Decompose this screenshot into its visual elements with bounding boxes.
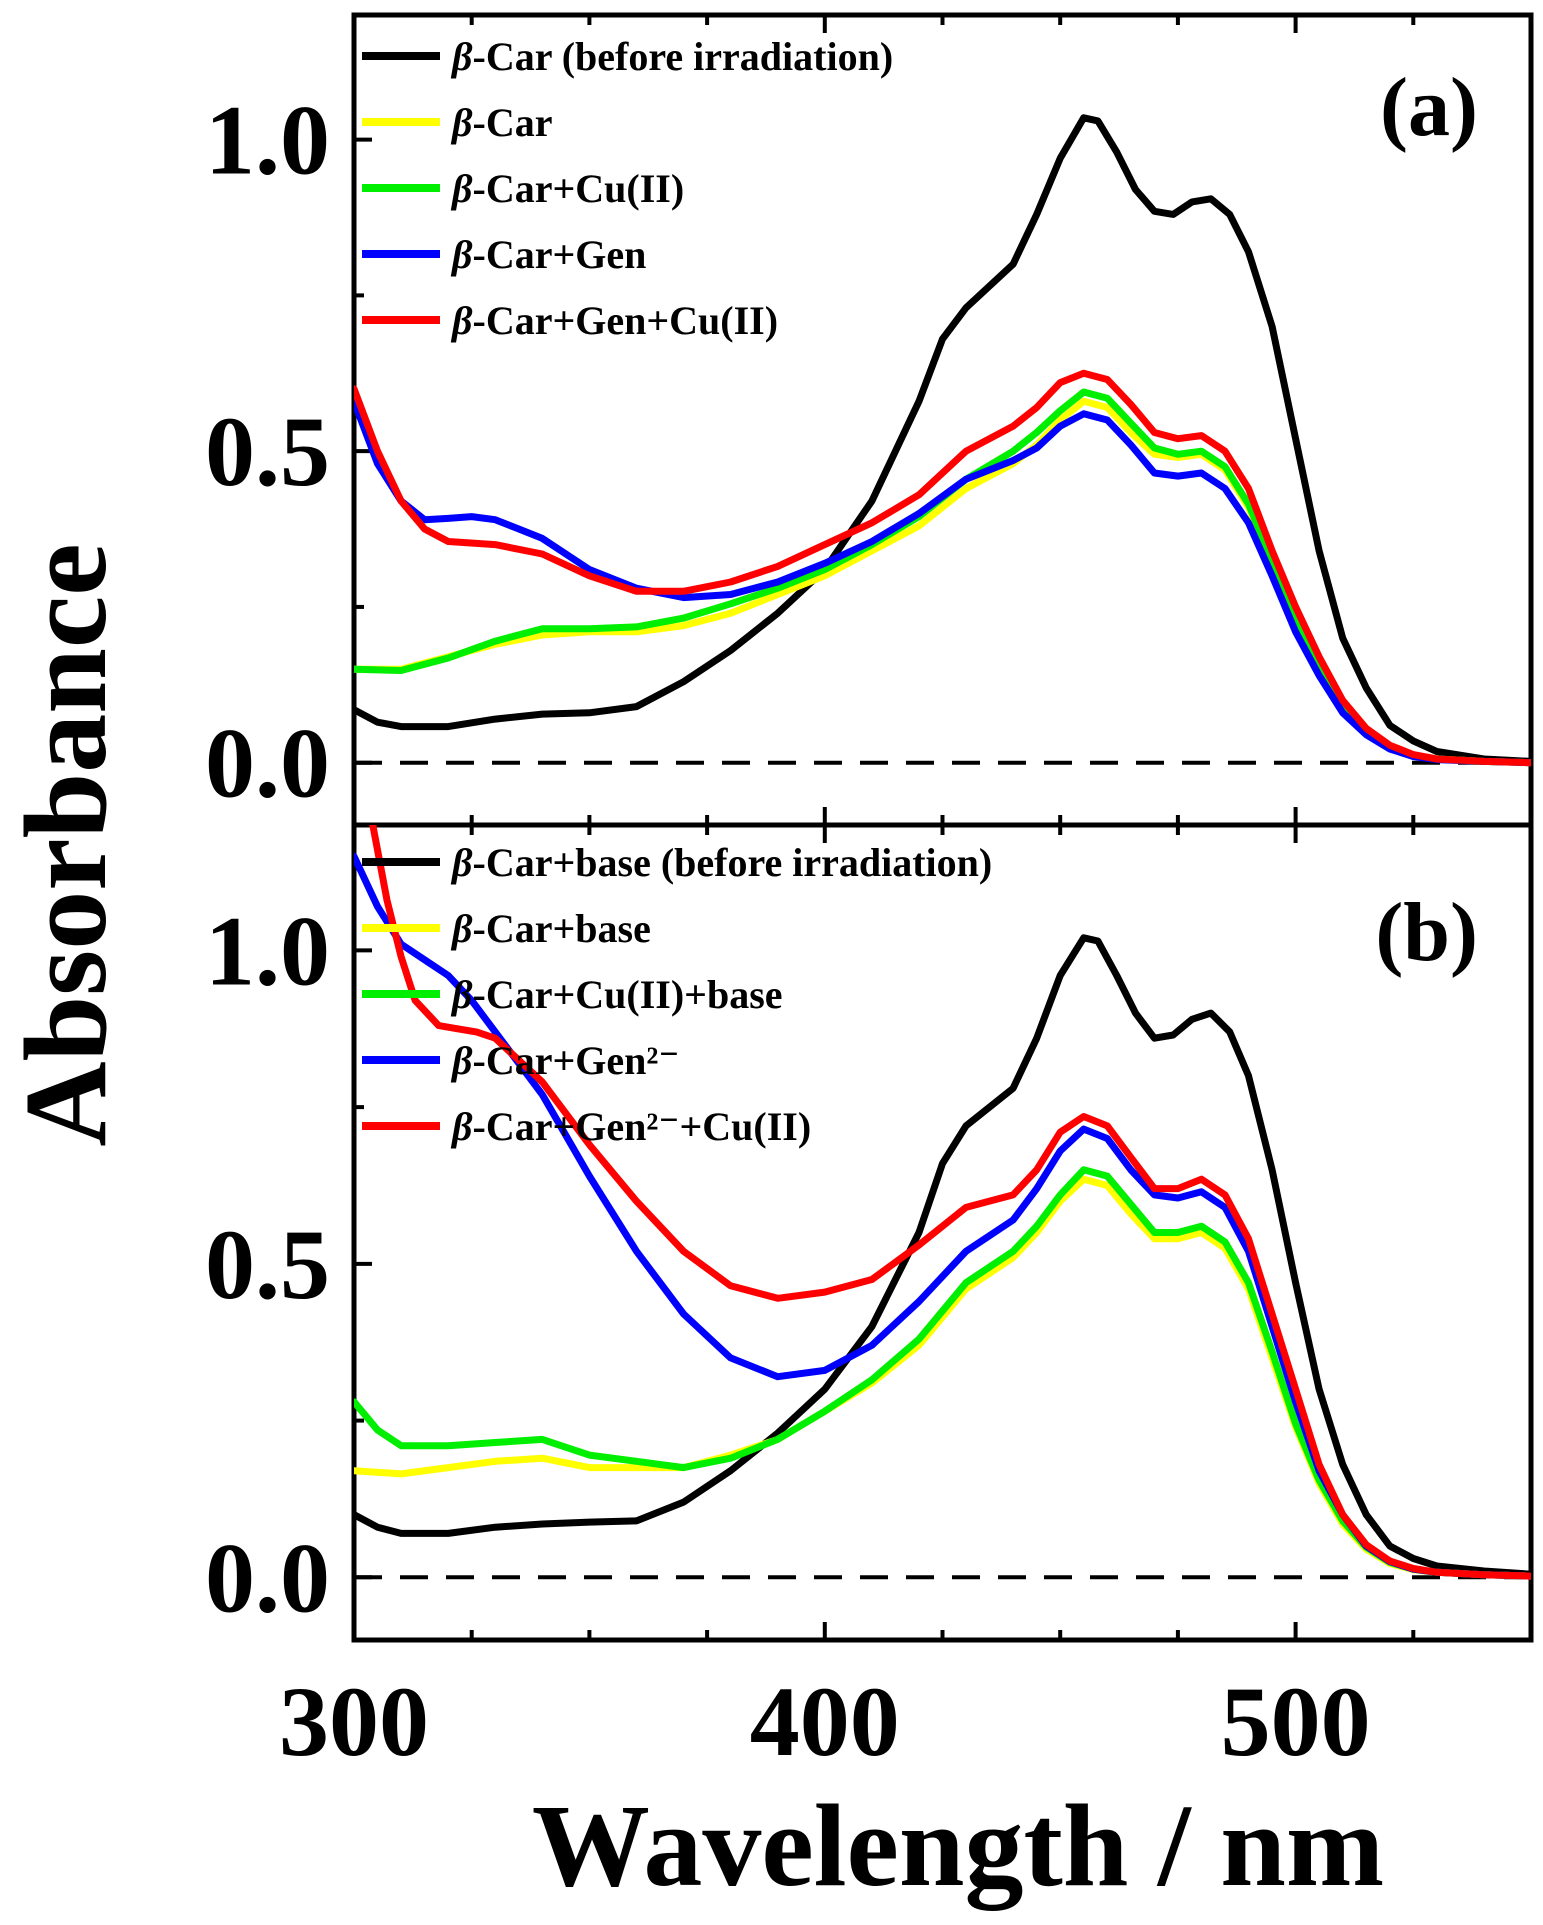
x-tick-label: 400 <box>750 1666 900 1777</box>
legend-entry: β-Car+base <box>450 906 651 951</box>
series-lines <box>354 825 1531 1580</box>
legend: β-Car+base (before irradiation) β-Car+bas… <box>362 840 992 1149</box>
y-tick-label: 0.5 <box>205 1209 330 1320</box>
x-tick-labels: 300 400 500 <box>279 1666 1371 1777</box>
series-line-4 <box>369 825 1531 1580</box>
y-tick-label: 1.0 <box>205 85 330 196</box>
legend-entry: β-Car+Cu(II)+base <box>450 972 783 1017</box>
x-tick-label: 500 <box>1221 1666 1371 1777</box>
series-line-1 <box>354 397 1531 767</box>
y-tick-label: 0.5 <box>205 396 330 507</box>
legend-entry: β-Car (before irradiation) <box>450 34 893 79</box>
x-tick-label: 300 <box>279 1666 429 1777</box>
y-tick-label: 0.0 <box>205 708 330 819</box>
series-line-3 <box>354 397 1531 767</box>
series-line-4 <box>354 369 1531 767</box>
panel-label: (b) <box>1375 886 1478 979</box>
legend-entry: β-Car+Gen²⁻+Cu(II) <box>450 1104 811 1149</box>
legend-entry: β-Car+Gen²⁻ <box>450 1038 679 1083</box>
series-line-1 <box>354 1175 1531 1580</box>
legend-entry: β-Car+Cu(II) <box>450 166 684 211</box>
panel-b: 0.0 0.5 1.0 β-Car+base (before irradiation)… <box>205 822 1534 1643</box>
x-axis-title: Wavelength / nm <box>532 1780 1384 1911</box>
y-tick-label: 0.0 <box>205 1522 330 1633</box>
series-line-0 <box>354 114 1531 765</box>
series-line-0 <box>354 934 1531 1578</box>
y-tick-label: 1.0 <box>205 895 330 1006</box>
series-line-2 <box>354 1166 1531 1580</box>
legend-entry: β-Car+Gen+Cu(II) <box>450 298 778 343</box>
panel-a: 0.00.51.0β-Car (before irradiation)β-Car… <box>205 12 1534 828</box>
legend: β-Car (before irradiation) β-Car β-Car+Cu(… <box>362 34 893 343</box>
y-axis-title: Absorbance <box>0 543 131 1146</box>
legend-entry: β-Car <box>450 100 552 145</box>
series-line-2 <box>354 388 1531 767</box>
legend-entry: β-Car+Gen <box>450 232 646 277</box>
panel-label: (a) <box>1380 61 1478 154</box>
legend-entry: β-Car+base (before irradiation) <box>450 840 992 885</box>
series-line-3 <box>354 852 1531 1580</box>
series-lines <box>354 114 1531 767</box>
